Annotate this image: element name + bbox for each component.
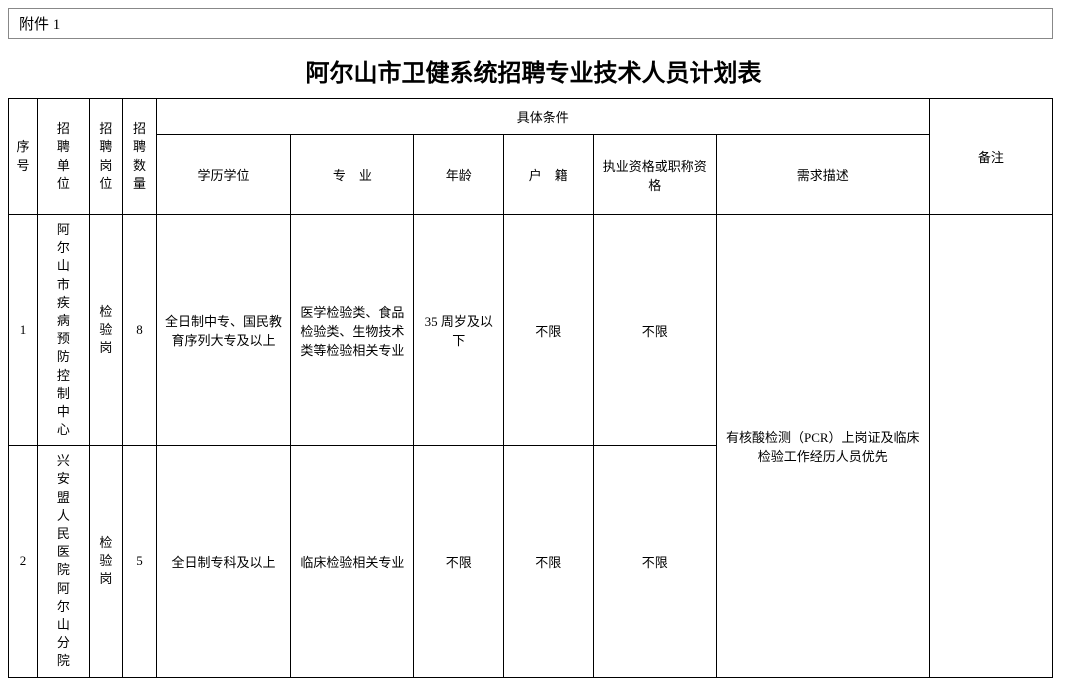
attachment-label: 附件 1	[8, 8, 1053, 39]
cell-edu: 全日制专科及以上	[156, 446, 290, 677]
th-qual: 执业资格或职称资格	[593, 135, 716, 215]
cell-edu: 全日制中专、国民教育序列大专及以上	[156, 215, 290, 446]
cell-remark	[929, 215, 1052, 678]
cell-count: 8	[123, 215, 157, 446]
cell-qual: 不限	[593, 446, 716, 677]
cell-unit: 兴安盟人民医院阿尔山分院	[38, 446, 90, 677]
th-major: 专 业	[291, 135, 414, 215]
page-title: 阿尔山市卫健系统招聘专业技术人员计划表	[8, 53, 1059, 88]
th-position: 招聘岗位	[89, 99, 123, 215]
header-row-1: 序号 招聘单位 招聘岗位 招聘数量 具体条件 备注	[9, 99, 1053, 135]
cell-major: 临床检验相关专业	[291, 446, 414, 677]
cell-unit: 阿尔山市疾病预防控制中心	[38, 215, 90, 446]
th-desc: 需求描述	[716, 135, 929, 215]
cell-age: 不限	[414, 446, 504, 677]
cell-major: 医学检验类、食品检验类、生物技术类等检验相关专业	[291, 215, 414, 446]
table-row: 1 阿尔山市疾病预防控制中心 检验岗 8 全日制中专、国民教育序列大专及以上 医…	[9, 215, 1053, 446]
cell-huji: 不限	[504, 446, 594, 677]
header-row-2: 学历学位 专 业 年龄 户 籍 执业资格或职称资格 需求描述	[9, 135, 1053, 215]
th-age: 年龄	[414, 135, 504, 215]
plan-table: 序号 招聘单位 招聘岗位 招聘数量 具体条件 备注 学历学位 专 业 年龄 户 …	[8, 98, 1053, 678]
th-seq: 序号	[9, 99, 38, 215]
cell-desc: 有核酸检测（PCR）上岗证及临床检验工作经历人员优先	[716, 215, 929, 678]
cell-huji: 不限	[504, 215, 594, 446]
th-huji: 户 籍	[504, 135, 594, 215]
cell-age: 35 周岁及以下	[414, 215, 504, 446]
th-edu: 学历学位	[156, 135, 290, 215]
th-conditions: 具体条件	[156, 99, 929, 135]
th-remark: 备注	[929, 99, 1052, 215]
cell-count: 5	[123, 446, 157, 677]
th-unit: 招聘单位	[38, 99, 90, 215]
th-count: 招聘数量	[123, 99, 157, 215]
cell-position: 检验岗	[89, 446, 123, 677]
cell-position: 检验岗	[89, 215, 123, 446]
cell-seq: 2	[9, 446, 38, 677]
cell-seq: 1	[9, 215, 38, 446]
cell-qual: 不限	[593, 215, 716, 446]
